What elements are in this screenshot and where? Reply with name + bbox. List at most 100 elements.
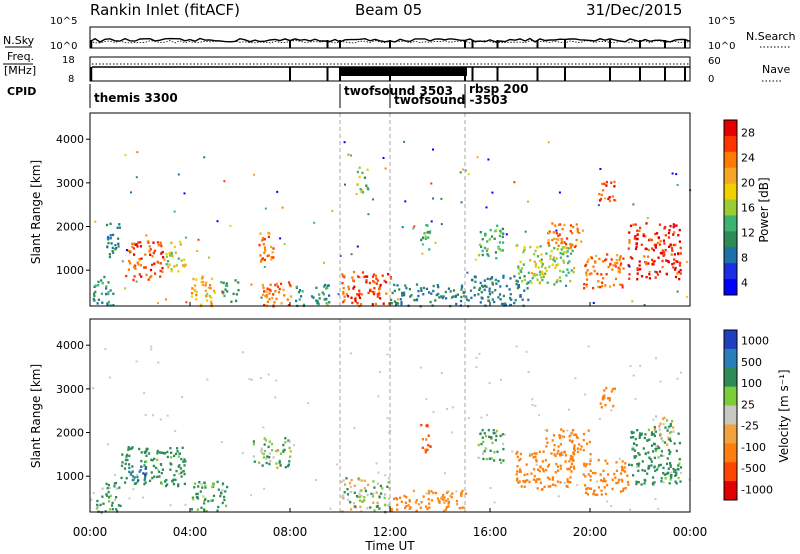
- scatter-cell: [350, 296, 353, 299]
- scatter-cell: [210, 499, 213, 502]
- scatter-cell: [617, 478, 621, 481]
- scatter-cell: [583, 462, 586, 465]
- scatter-cell: [603, 182, 606, 186]
- scatter-cell: [633, 237, 636, 240]
- scatter-cell: [538, 273, 542, 276]
- scatter-cell: [358, 166, 361, 169]
- scatter-cell: [176, 447, 179, 450]
- scatter-cell: [623, 470, 627, 473]
- colorbar-tick-label: 1000: [741, 335, 769, 348]
- scatter-cell: [379, 283, 382, 287]
- scatter-cell: [563, 241, 566, 244]
- scatter-cell: [571, 232, 574, 235]
- scatter-cell: [588, 273, 591, 276]
- scatter-cell: [359, 188, 362, 191]
- scatter-cell: [526, 287, 529, 290]
- scatter-cell: [152, 414, 155, 417]
- scatter-cell: [389, 276, 392, 279]
- scatter-cell: [552, 237, 556, 241]
- scatter-cell: [342, 292, 345, 295]
- scatter-cell: [174, 429, 177, 432]
- scatter-cell: [156, 458, 159, 461]
- scatter-cell: [323, 298, 326, 301]
- scatter-cell: [494, 278, 497, 282]
- scatter-cell: [349, 501, 352, 504]
- beam-title: Beam 05: [355, 1, 422, 19]
- scatter-cell: [547, 141, 550, 144]
- scatter-cell: [554, 454, 557, 458]
- scatter-cell: [386, 485, 389, 488]
- scatter-cell: [113, 485, 116, 488]
- scatter-cell: [480, 245, 483, 248]
- scatter-cell: [588, 462, 591, 466]
- scatter-cell: [145, 450, 148, 453]
- scatter-cell: [441, 296, 444, 300]
- scatter-cell: [663, 242, 666, 245]
- scatter-cell: [170, 252, 173, 255]
- scatter-cell: [432, 491, 435, 495]
- scatter-cell: [268, 452, 271, 455]
- scatter-cell: [404, 506, 407, 510]
- scatter-cell: [477, 456, 480, 459]
- scatter-cell: [412, 489, 415, 493]
- scatter-cell: [611, 195, 614, 198]
- scatter-cell: [443, 501, 446, 504]
- scatter-cell: [261, 464, 264, 467]
- power-panel-frame: [89, 112, 691, 307]
- scatter-cell: [379, 297, 382, 300]
- scatter-cell: [596, 272, 599, 275]
- scatter-cell: [538, 414, 541, 417]
- scatter-cell: [190, 292, 194, 295]
- colorbar-tick-label: -1000: [741, 483, 773, 496]
- scatter-cell: [203, 156, 206, 159]
- scatter-cell: [526, 479, 529, 482]
- twofsound-freq-block: [341, 67, 467, 76]
- scatter-cell: [502, 274, 505, 278]
- scatter-cell: [665, 419, 669, 422]
- scatter-cell: [158, 475, 161, 478]
- scatter-cell: [325, 298, 328, 301]
- scatter-cell: [376, 482, 379, 485]
- scatter-cell: [282, 450, 285, 453]
- station-title: Rankin Inlet (fitACF): [90, 1, 240, 19]
- scatter-cell: [497, 279, 500, 283]
- scatter-cell: [619, 472, 623, 475]
- scatter-cell: [637, 469, 640, 472]
- scatter-cell: [466, 271, 469, 274]
- scatter-cell: [190, 295, 193, 298]
- scatter-cell: [274, 283, 277, 287]
- scatter-cell: [502, 442, 505, 446]
- scatter-cell: [594, 471, 597, 475]
- scatter-cell: [571, 456, 574, 459]
- scatter-cell: [150, 471, 153, 474]
- scatter-cell: [425, 398, 428, 401]
- scatter-cell: [562, 259, 565, 262]
- scatter-cell: [272, 293, 275, 296]
- scatter-cell: [353, 285, 356, 288]
- scatter-cell: [354, 298, 357, 301]
- scatter-cell: [491, 291, 494, 294]
- scatter-cell: [643, 304, 646, 306]
- scatter-cell: [148, 479, 152, 482]
- scatter-cell: [538, 259, 542, 263]
- scatter-cell: [624, 486, 627, 490]
- scatter-cell: [144, 467, 147, 470]
- scatter-cell: [100, 279, 103, 282]
- velocity-colorbar-label: Velocity [m s⁻¹]: [777, 369, 791, 462]
- scatter-cell: [425, 505, 428, 508]
- scatter-cell: [659, 463, 662, 467]
- scatter-cell: [487, 158, 490, 161]
- scatter-cell: [550, 249, 553, 253]
- scatter-cell: [336, 463, 339, 466]
- scatter-cell: [617, 266, 620, 270]
- scatter-cell: [485, 285, 488, 288]
- scatter-cell: [184, 503, 187, 506]
- scatter-cell: [131, 465, 134, 468]
- scatter-cell: [387, 273, 390, 276]
- scatter-cell: [274, 290, 277, 293]
- scatter-cell: [636, 278, 639, 281]
- scatter-cell: [367, 291, 370, 295]
- scatter-cell: [556, 263, 560, 266]
- scatter-cell: [494, 431, 497, 435]
